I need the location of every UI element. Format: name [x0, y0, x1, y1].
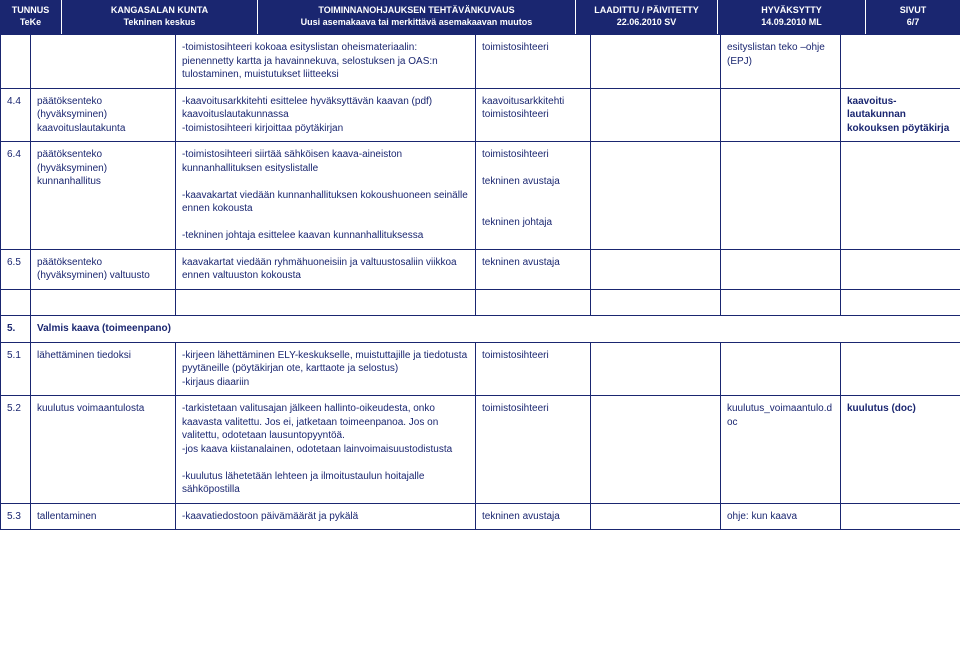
cell-note2 [841, 35, 960, 89]
hdr-kunta: KANGASALAN KUNTA Tekninen keskus [62, 0, 258, 34]
cell-note1 [721, 88, 841, 142]
cell-who: toimistosihteeri [476, 35, 591, 89]
cell-note1 [721, 342, 841, 396]
hdr-tunnus-l1: TUNNUS [12, 5, 50, 17]
cell-task: päätöksenteko (hyväksyminen) kaavoitusla… [31, 88, 176, 142]
hdr-tunnus-l2: TeKe [20, 17, 41, 29]
cell-num: 5.2 [1, 396, 31, 504]
cell-empty [841, 289, 960, 316]
hdr-sivut-l2: 6/7 [907, 17, 920, 29]
cell-desc: -tarkistetaan valitusajan jälkeen hallin… [176, 396, 476, 504]
cell-empty [591, 342, 721, 396]
hdr-kunta-l2: Tekninen keskus [124, 17, 196, 29]
cell-empty [591, 396, 721, 504]
table-row: -toimistosihteeri kokoaa esityslistan oh… [1, 35, 960, 89]
table-row-spacer [1, 289, 960, 316]
cell-desc: kaavakartat viedään ryhmähuoneisiin ja v… [176, 249, 476, 289]
cell-note1: esityslistan teko –ohje (EPJ) [721, 35, 841, 89]
cell-empty [476, 289, 591, 316]
cell-empty [721, 289, 841, 316]
section-num: 5. [1, 316, 31, 343]
cell-note1 [721, 142, 841, 250]
cell-who: kaavoitusarkkitehti toimistosihteeri [476, 88, 591, 142]
cell-empty [1, 289, 31, 316]
cell-who: toimistosihteeri [476, 342, 591, 396]
cell-num: 6.4 [1, 142, 31, 250]
cell-num: 5.1 [1, 342, 31, 396]
doc-header: TUNNUS TeKe KANGASALAN KUNTA Tekninen ke… [0, 0, 960, 34]
section-header: 5. Valmis kaava (toimeenpano) [1, 316, 960, 343]
cell-desc: -kaavatiedostoon päivämäärät ja pykälä [176, 503, 476, 530]
cell-who: toimistosihteeri [476, 396, 591, 504]
cell-note2 [841, 503, 960, 530]
cell-desc: -kaavoitusarkkitehti esittelee hyväksytt… [176, 88, 476, 142]
hdr-toim: TOIMINNANOHJAUKSEN TEHTÄVÄNKUVAUS Uusi a… [258, 0, 576, 34]
cell-num: 4.4 [1, 88, 31, 142]
cell-empty [591, 249, 721, 289]
cell-note1 [721, 249, 841, 289]
table-row: 6.4 päätöksenteko (hyväksyminen) kunnanh… [1, 142, 960, 250]
table-row: 5.2 kuulutus voimaantulosta -tarkistetaa… [1, 396, 960, 504]
cell-note2 [841, 342, 960, 396]
cell-empty [31, 289, 176, 316]
hdr-kunta-l1: KANGASALAN KUNTA [111, 5, 208, 17]
hdr-hyv-l1: HYVÄKSYTTY [761, 5, 822, 17]
hdr-sivut-l1: SIVUT [900, 5, 927, 17]
cell-note1: kuulutus_voimaantulo.doc [721, 396, 841, 504]
table-row: 4.4 päätöksenteko (hyväksyminen) kaavoit… [1, 88, 960, 142]
cell-empty [591, 88, 721, 142]
cell-task: lähettäminen tiedoksi [31, 342, 176, 396]
cell-who: toimistosihteeri tekninen avustaja tekni… [476, 142, 591, 250]
cell-task: tallentaminen [31, 503, 176, 530]
cell-note2 [841, 142, 960, 250]
table-row: 5.3 tallentaminen -kaavatiedostoon päivä… [1, 503, 960, 530]
cell-num: 5.3 [1, 503, 31, 530]
cell-note1: ohje: kun kaava [721, 503, 841, 530]
cell-desc: -toimistosihteeri siirtää sähköisen kaav… [176, 142, 476, 250]
cell-desc: -kirjeen lähettäminen ELY-keskukselle, m… [176, 342, 476, 396]
cell-task: kuulutus voimaantulosta [31, 396, 176, 504]
hdr-toim-l1: TOIMINNANOHJAUKSEN TEHTÄVÄNKUVAUS [318, 5, 514, 17]
cell-note2 [841, 249, 960, 289]
hdr-laad-l2: 22.06.2010 SV [617, 17, 677, 29]
cell-num: 6.5 [1, 249, 31, 289]
cell-task: päätöksenteko (hyväksyminen) kunnanhalli… [31, 142, 176, 250]
cell-task [31, 35, 176, 89]
cell-empty [591, 35, 721, 89]
hdr-tunnus: TUNNUS TeKe [0, 0, 62, 34]
hdr-sivut: SIVUT 6/7 [866, 0, 960, 34]
section-title: Valmis kaava (toimeenpano) [31, 316, 960, 343]
cell-task: päätöksenteko (hyväksyminen) valtuusto [31, 249, 176, 289]
cell-empty [591, 503, 721, 530]
table-row: 6.5 päätöksenteko (hyväksyminen) valtuus… [1, 249, 960, 289]
hdr-toim-l2: Uusi asemakaava tai merkittävä asemakaav… [301, 17, 533, 29]
hdr-laad: LAADITTU / PÄIVITETTY 22.06.2010 SV [576, 0, 718, 34]
cell-empty [591, 289, 721, 316]
process-table: -toimistosihteeri kokoaa esityslistan oh… [0, 34, 960, 530]
cell-note2: kuulutus (doc) [841, 396, 960, 504]
cell-desc: -toimistosihteeri kokoaa esityslistan oh… [176, 35, 476, 89]
cell-who: tekninen avustaja [476, 503, 591, 530]
cell-who: tekninen avustaja [476, 249, 591, 289]
hdr-hyv-l2: 14.09.2010 ML [761, 17, 822, 29]
cell-num [1, 35, 31, 89]
hdr-laad-l1: LAADITTU / PÄIVITETTY [594, 5, 699, 17]
cell-empty [591, 142, 721, 250]
cell-note2: kaavoitus-lautakunnan kokouksen pöytäkir… [841, 88, 960, 142]
cell-empty [176, 289, 476, 316]
table-row: 5.1 lähettäminen tiedoksi -kirjeen lähet… [1, 342, 960, 396]
hdr-hyv: HYVÄKSYTTY 14.09.2010 ML [718, 0, 866, 34]
